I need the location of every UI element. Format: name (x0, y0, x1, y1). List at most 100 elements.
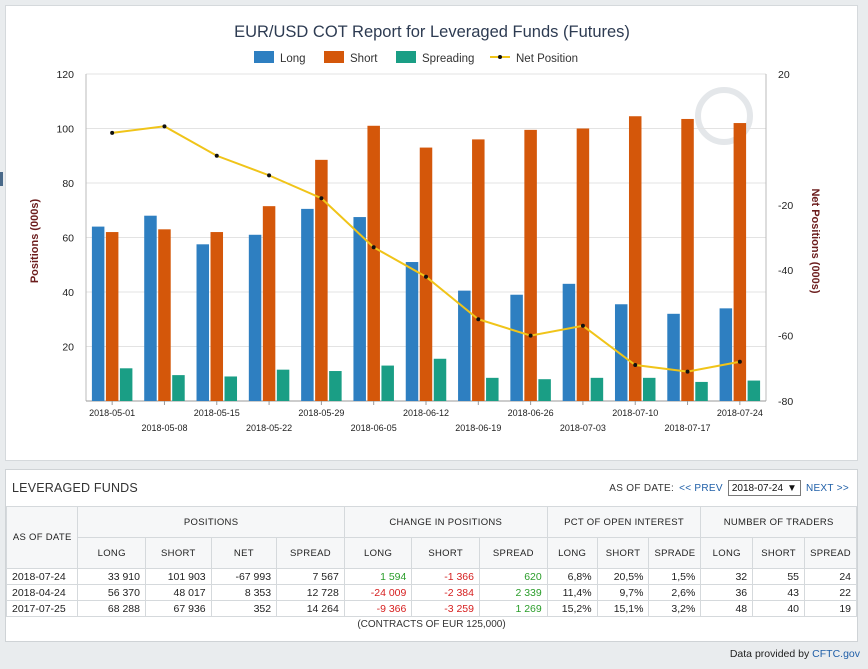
legend-label: Long (280, 53, 306, 65)
net-position-point (162, 124, 167, 129)
net-position-point (580, 323, 585, 328)
cell-position: 33 910 (77, 568, 146, 585)
y2-tick-label: -40 (778, 265, 793, 277)
bar-long (91, 226, 105, 401)
table-row: 2018-04-24 56 370 48 017 8 353 12 728 -24 009… (5, 584, 857, 601)
y-tick-label: 60 (62, 233, 74, 245)
col-pct-spread: SPRADE (648, 537, 702, 569)
date-select[interactable]: 2018-07-24 ▼ (727, 480, 801, 496)
y-tick-label: 100 (56, 124, 74, 136)
watermark-icon (695, 87, 753, 145)
chart-title: EUR/USD COT Report for Leveraged Funds (… (234, 23, 630, 41)
cell-pct: 6,8% (546, 568, 598, 585)
col-chg-long: LONG (343, 537, 413, 569)
table-footer-row: (CONTRACTS OF EUR 125,000) (7, 617, 857, 633)
cell-change: 1 269 (479, 600, 548, 617)
col-pos-spread: SPREAD (276, 537, 345, 569)
data-credit: Data provided by CFTC.gov (730, 648, 860, 660)
cell-position: 56 370 (77, 584, 146, 601)
cell-traders: 40 (752, 600, 806, 617)
bar-spreading (381, 365, 394, 401)
net-position-point (267, 173, 272, 178)
prev-link[interactable]: << PREV (679, 482, 723, 494)
cell-pct: 2,6% (648, 584, 702, 601)
cell-change: -2 384 (411, 584, 480, 601)
col-trd-spread: SPREAD (804, 537, 857, 569)
bar-short (628, 116, 642, 402)
x-tick-label: 2018-07-03 (560, 423, 606, 433)
table-row: 2018-07-24 33 910 101 903 -67 993 7 567 1 594… (5, 568, 857, 585)
cell-date: 2018-07-24 (5, 568, 79, 585)
table-header-bar: LEVERAGED FUNDS AS OF DATE: << PREV 2018… (6, 470, 857, 506)
cell-change: 1 594 (343, 568, 413, 585)
bar-long (301, 208, 314, 401)
cot-table: AS OF DATE POSITIONS CHANGE IN POSITIONS… (5, 506, 857, 633)
chart-panel: EUR/USD COT Report for Leveraged Funds (… (5, 5, 858, 461)
cell-date: 2017-07-25 (5, 600, 79, 617)
col-pct-short: SHORT (596, 537, 650, 569)
y2-tick-label: -80 (778, 396, 793, 408)
cell-traders: 43 (752, 584, 806, 601)
bar-long (248, 234, 262, 401)
cftc-link[interactable]: CFTC.gov (812, 648, 860, 660)
bar-short (733, 123, 747, 402)
bar-spreading (695, 381, 708, 401)
legend-point-swatch (498, 55, 502, 59)
bar-long (405, 262, 419, 401)
net-position-point (371, 245, 376, 250)
bar-spreading (433, 358, 447, 401)
legend-swatch (254, 51, 274, 63)
cell-change: -3 259 (411, 600, 480, 617)
cell-pct: 11,4% (546, 584, 598, 601)
bar-spreading (642, 377, 656, 401)
cell-change: 620 (479, 568, 548, 585)
plot-area: 20 40 60 80 100 120 20 -20 -40 -60 -80 2018-05-01 20… (56, 69, 793, 433)
bar-long (562, 283, 576, 401)
net-position-point (737, 359, 742, 364)
bar-long (667, 313, 680, 401)
cell-change: -9 366 (343, 600, 413, 617)
cell-position: 67 936 (144, 600, 212, 617)
cell-pct: 3,2% (648, 600, 702, 617)
cell-position: 8 353 (210, 584, 278, 601)
bar-spreading (224, 376, 238, 401)
net-position-point (685, 369, 690, 374)
left-edge-tab (0, 172, 3, 186)
y-tick-label: 80 (62, 178, 74, 190)
bar-spreading (538, 379, 551, 401)
y-tick-label: 20 (62, 342, 74, 354)
bar-spreading (747, 380, 761, 401)
x-tick-label: 2018-06-26 (508, 408, 554, 418)
table-title: LEVERAGED FUNDS (12, 481, 138, 495)
cell-pct: 15,1% (596, 600, 650, 617)
leveraged-funds-panel: LEVERAGED FUNDS AS OF DATE: << PREV 2018… (5, 469, 858, 642)
bar-spreading (486, 377, 499, 401)
table-row: 2017-07-25 68 288 67 936 352 14 264 -9 366 -3 … (5, 600, 857, 617)
y-tick-label: 120 (56, 69, 74, 81)
cell-traders: 19 (804, 600, 857, 617)
bar-short (158, 229, 171, 401)
y2-tick-label: 20 (778, 69, 790, 81)
bar-short (210, 232, 224, 401)
next-link[interactable]: NEXT >> (805, 482, 849, 494)
x-tick-label: 2018-05-08 (141, 423, 187, 433)
cell-position: 12 728 (276, 584, 345, 601)
cell-pct: 15,2% (546, 600, 598, 617)
table-group-header: AS OF DATE POSITIONS CHANGE IN POSITIONS… (5, 506, 857, 569)
cell-change: -24 009 (343, 584, 413, 601)
cell-position: 68 288 (77, 600, 146, 617)
y2-tick-label: -20 (778, 200, 793, 212)
y-axis-label: Positions (000s) (29, 198, 41, 283)
bar-short (262, 206, 276, 401)
bar-short (105, 232, 119, 401)
x-tick-label: 2018-07-10 (612, 408, 658, 418)
x-tick-label: 2018-06-19 (455, 423, 501, 433)
bar-spreading (329, 371, 342, 401)
cell-traders: 24 (804, 568, 857, 585)
cell-traders: 48 (700, 600, 754, 617)
bar-spreading (119, 368, 133, 401)
col-trd-short: SHORT (752, 537, 806, 569)
legend-label: Net Position (516, 53, 578, 65)
cell-date: 2018-04-24 (5, 584, 79, 601)
cot-chart: EUR/USD COT Report for Leveraged Funds (… (29, 23, 821, 433)
